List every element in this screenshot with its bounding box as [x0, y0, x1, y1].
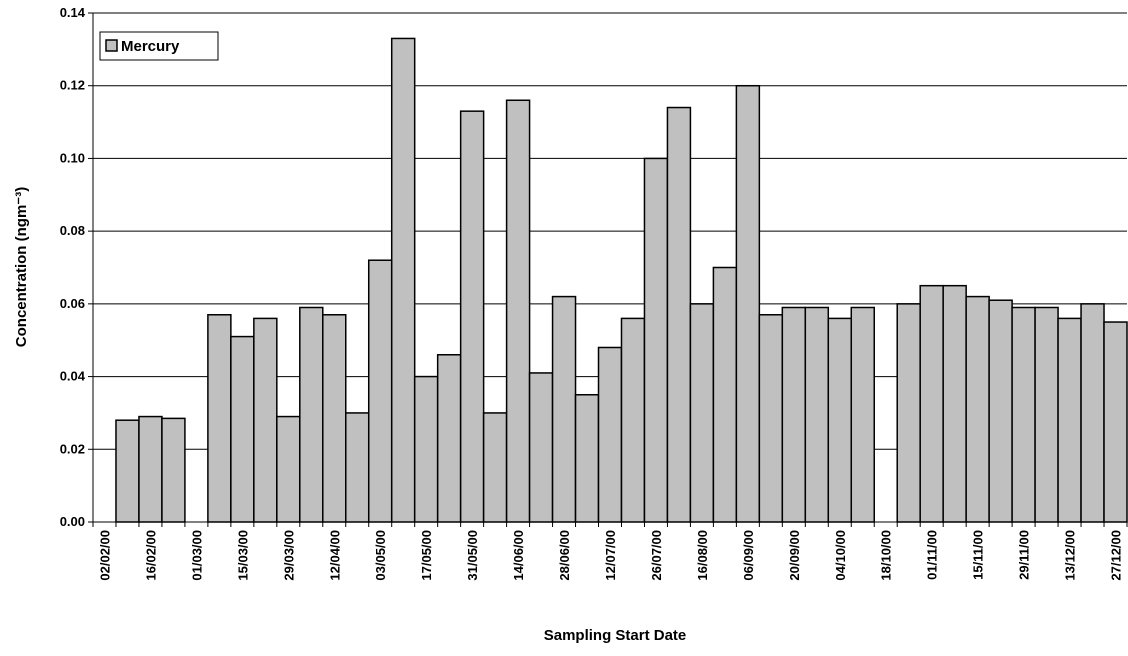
y-tick-label: 0.06: [60, 296, 85, 311]
x-tick-label: 02/02/00: [97, 530, 112, 581]
x-tick-label: 28/06/00: [557, 530, 572, 581]
bar: [574, 394, 600, 523]
y-axis-title: Concentration (ngm⁻³): [13, 187, 30, 347]
bar: [436, 354, 462, 523]
x-tick-label: 12/07/00: [603, 530, 618, 581]
bar: [230, 335, 255, 523]
bar: [1057, 317, 1082, 523]
bar: [390, 37, 416, 523]
x-tick-label: 26/07/00: [649, 530, 664, 581]
bar: [367, 259, 393, 523]
bar: [207, 314, 232, 523]
bar: [896, 303, 921, 523]
bar: [138, 415, 163, 523]
bar: [758, 314, 784, 523]
bar: [804, 306, 830, 523]
bar: [827, 317, 853, 523]
y-tick-label: 0.04: [60, 369, 86, 384]
x-tick-label: 03/05/00: [373, 530, 388, 581]
x-tick-label: 16/02/00: [143, 530, 158, 581]
x-tick-label: 29/03/00: [281, 530, 296, 581]
x-tick-label: 12/04/00: [327, 530, 342, 581]
bar: [597, 346, 623, 523]
bar: [1103, 321, 1128, 523]
bar: [781, 306, 807, 523]
bar: [322, 314, 347, 523]
bar: [1034, 306, 1059, 523]
x-tick-label: 15/11/00: [971, 530, 986, 580]
bar: [735, 84, 761, 523]
bar: [643, 157, 669, 523]
x-tick-label: 17/05/00: [419, 530, 434, 581]
x-axis-title: Sampling Start Date: [544, 627, 687, 644]
x-tick-label: 16/08/00: [695, 530, 710, 581]
x-tick-label: 31/05/00: [465, 530, 480, 581]
bar: [276, 415, 301, 523]
legend-label: Mercury: [121, 38, 180, 55]
x-tick-label: 04/10/00: [833, 530, 848, 581]
bar: [161, 417, 186, 523]
bar: [712, 266, 738, 523]
x-tick-label: 13/12/00: [1063, 530, 1078, 581]
bar: [115, 419, 140, 523]
x-tick-label: 14/06/00: [511, 530, 526, 581]
bar: [689, 303, 715, 523]
x-tick-label: 06/09/00: [741, 530, 756, 581]
y-tick-label: 0.14: [60, 5, 86, 20]
x-tick-label: 01/03/00: [189, 530, 204, 581]
bar: [942, 284, 967, 523]
y-tick-label: 0.12: [60, 78, 85, 93]
y-tick-label: 0.10: [60, 150, 85, 165]
x-tick-label: 01/11/00: [925, 530, 940, 580]
bar: [459, 110, 485, 523]
bar: [919, 284, 944, 523]
bar: [299, 306, 324, 523]
bar: [1080, 303, 1105, 523]
bar: [413, 375, 439, 523]
bar: [1011, 306, 1036, 523]
bar: [482, 412, 508, 523]
legend-swatch: [105, 39, 118, 52]
bar: [345, 412, 370, 523]
x-tick-label: 20/09/00: [787, 530, 802, 581]
bar: [850, 306, 875, 523]
x-tick-label: 18/10/00: [879, 530, 894, 581]
x-tick-label: 27/12/00: [1109, 530, 1124, 581]
y-tick-label: 0.02: [60, 441, 85, 456]
bar: [620, 317, 646, 523]
x-tick-label: 29/11/00: [1017, 530, 1032, 580]
bar: [988, 299, 1013, 523]
y-tick-label: 0.00: [60, 514, 85, 529]
bar: [965, 295, 990, 523]
bar: [253, 317, 278, 523]
x-tick-label: 15/03/00: [235, 530, 250, 581]
bar: [666, 106, 692, 523]
bar: [528, 372, 554, 523]
bar: [505, 99, 531, 523]
legend: Mercury: [99, 31, 219, 61]
bar: [551, 295, 577, 523]
legend-box: [99, 31, 219, 61]
y-tick-label: 0.08: [60, 223, 85, 238]
